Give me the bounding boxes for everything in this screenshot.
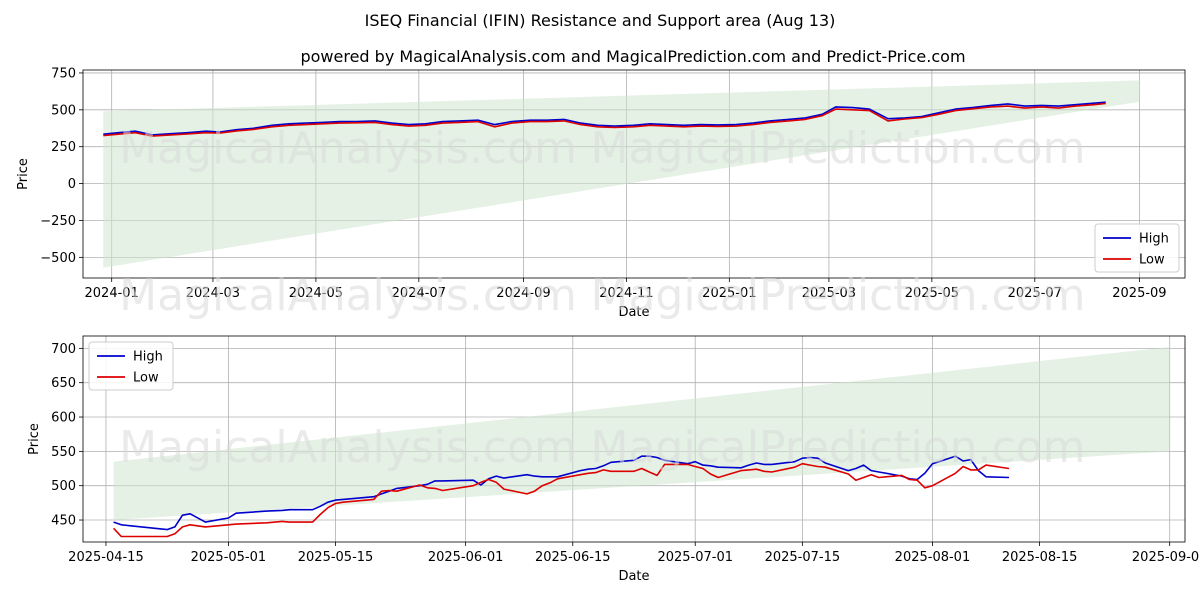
chart-title: ISEQ Financial (IFIN) Resistance and Sup… bbox=[365, 11, 836, 30]
bottom-panel: 2025-04-15 2025-05-01 2025-05-15 2025-06-01… bbox=[27, 335, 1200, 584]
high-series-line bbox=[103, 101, 1106, 136]
y-tick-label: 0 bbox=[68, 177, 76, 192]
x-tick-label: 2024-05 bbox=[289, 286, 343, 301]
support-resistance-band bbox=[113, 346, 1170, 521]
x-tick-label: 2025-06-01 bbox=[428, 550, 504, 565]
y-tick-label: 500 bbox=[51, 103, 76, 118]
y-axis-label: Price bbox=[16, 158, 31, 190]
legend-label-high: High bbox=[133, 350, 163, 365]
x-tick-label: 2025-05 bbox=[905, 286, 959, 301]
watermark-mid-left: MagicalAnalysis.com bbox=[119, 270, 577, 321]
y-tick-label: 750 bbox=[51, 66, 76, 81]
x-tick-label: 2025-05-01 bbox=[191, 550, 267, 565]
watermark-bottom-left: MagicalAnalysis.com bbox=[119, 422, 577, 473]
x-tick-label: 2025-04-15 bbox=[68, 550, 144, 565]
x-tick-label: 2025-05-15 bbox=[298, 550, 374, 565]
legend-label-high: High bbox=[1139, 232, 1169, 247]
x-tick-label: 2024-07 bbox=[392, 286, 446, 301]
y-tick-label: 500 bbox=[51, 479, 76, 494]
plot-frame bbox=[82, 69, 1186, 279]
x-tick-label: 2025-01 bbox=[702, 286, 756, 301]
y-tick-label: 600 bbox=[51, 411, 76, 426]
y-tick-label: 700 bbox=[51, 342, 76, 357]
y-tick-label: 250 bbox=[51, 140, 76, 155]
watermark-top-right: MagicalPrediction.com bbox=[591, 123, 1086, 174]
x-tick-label: 2024-01 bbox=[85, 286, 139, 301]
low-series-line bbox=[103, 102, 1106, 137]
legend-label-low: Low bbox=[133, 371, 159, 386]
x-tick-label: 2025-08-15 bbox=[1002, 550, 1078, 565]
watermark-bottom-right: MagicalPrediction.com bbox=[591, 422, 1086, 473]
top-panel: 2024-01 2024-03 2024-05 2024-07 2024-09 2024-… bbox=[16, 66, 1186, 320]
support-resistance-band bbox=[103, 80, 1140, 268]
x-tick-label: 2024-09 bbox=[496, 286, 550, 301]
legend: High Low bbox=[1094, 223, 1180, 273]
y-tick-label: 650 bbox=[51, 376, 76, 391]
y-tick-label: −500 bbox=[40, 251, 76, 266]
x-tick-label: 2024-03 bbox=[186, 286, 240, 301]
x-tick-label: 2025-08-01 bbox=[895, 550, 971, 565]
legend-box bbox=[1094, 223, 1180, 273]
x-axis-label: Date bbox=[618, 569, 649, 584]
watermark-mid-right: MagicalPrediction.com bbox=[591, 270, 1086, 321]
low-series-line bbox=[113, 462, 1010, 538]
legend: High Low bbox=[88, 341, 174, 391]
legend-label-low: Low bbox=[1139, 253, 1165, 268]
y-axis-label: Price bbox=[27, 423, 42, 455]
x-tick-label: 2025-09-01 bbox=[1132, 550, 1200, 565]
x-tick-label: 2024-11 bbox=[599, 286, 653, 301]
legend-box bbox=[88, 341, 174, 391]
high-series-line bbox=[113, 455, 1010, 531]
y-tick-label: 450 bbox=[51, 514, 76, 529]
x-axis-label: Date bbox=[618, 305, 649, 320]
chart-subtitle: powered by MagicalAnalysis.com and Magic… bbox=[300, 47, 965, 66]
x-tick-label: 2025-03 bbox=[802, 286, 856, 301]
y-tick-label: 550 bbox=[51, 445, 76, 460]
x-tick-label: 2025-07-01 bbox=[657, 550, 733, 565]
x-tick-label: 2025-06-15 bbox=[535, 550, 611, 565]
plot-frame bbox=[82, 335, 1186, 543]
x-tick-label: 2025-07 bbox=[1008, 286, 1062, 301]
x-tick-label: 2025-07-15 bbox=[765, 550, 841, 565]
y-tick-label: −250 bbox=[40, 214, 76, 229]
x-tick-label: 2025-09 bbox=[1112, 286, 1166, 301]
watermark-top-left: MagicalAnalysis.com bbox=[119, 123, 577, 174]
